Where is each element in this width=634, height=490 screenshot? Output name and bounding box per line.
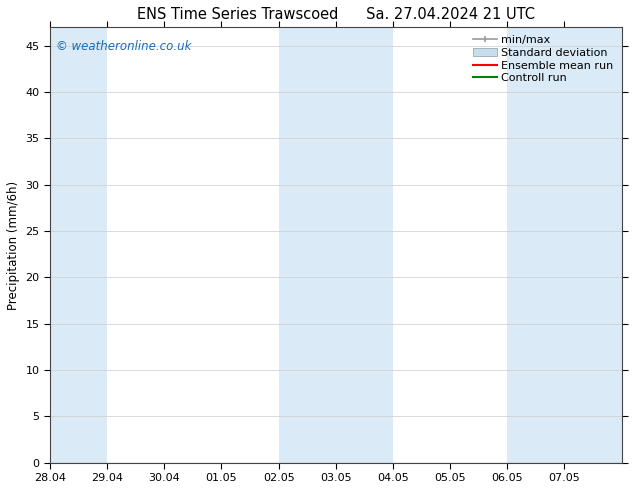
Bar bbox=[50, 27, 107, 463]
Title: ENS Time Series Trawscoed      Sa. 27.04.2024 21 UTC: ENS Time Series Trawscoed Sa. 27.04.2024… bbox=[137, 7, 534, 22]
Legend: min/max, Standard deviation, Ensemble mean run, Controll run: min/max, Standard deviation, Ensemble me… bbox=[470, 33, 616, 86]
Bar bbox=[278, 27, 393, 463]
Text: © weatheronline.co.uk: © weatheronline.co.uk bbox=[56, 40, 191, 53]
Y-axis label: Precipitation (mm/6h): Precipitation (mm/6h) bbox=[7, 180, 20, 310]
Bar bbox=[507, 27, 621, 463]
